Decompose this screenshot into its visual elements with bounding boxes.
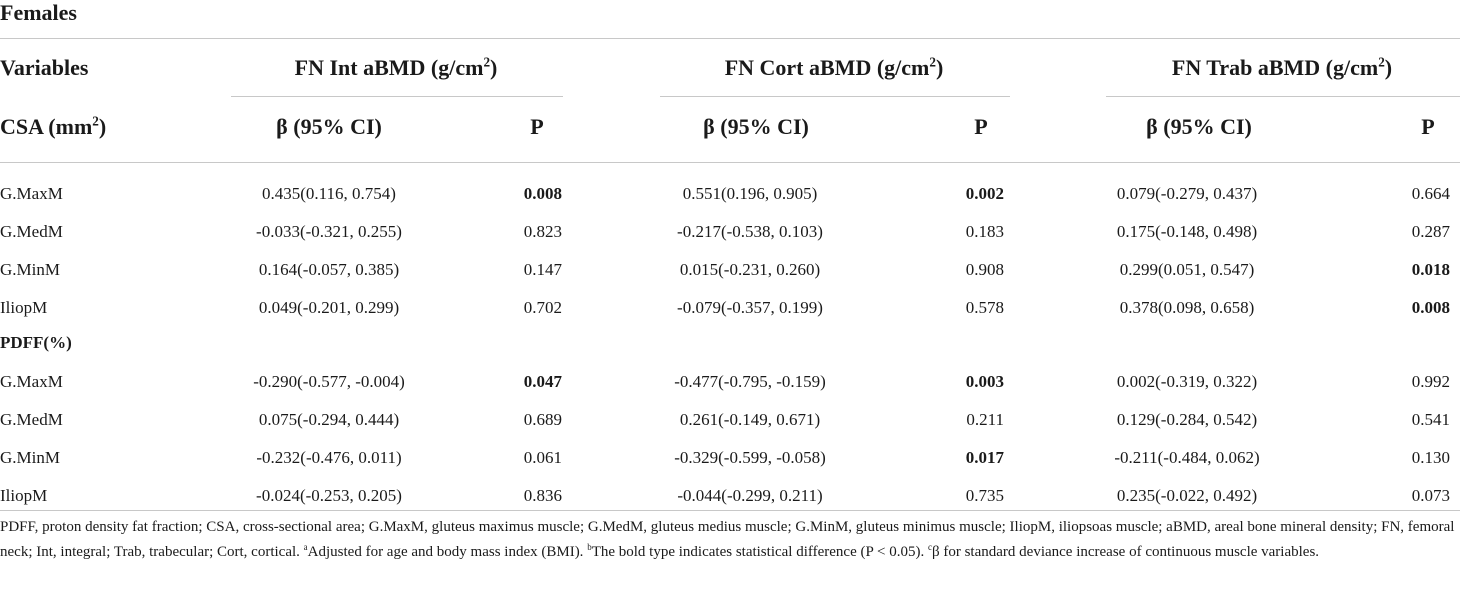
beta-trab-cell: 0.378(0.098, 0.658) [1119,298,1255,317]
table-row: IliopM -0.024(-0.253, 0.205) 0.836 -0.044(-… [0,486,1460,523]
group-rule-trab [1106,96,1460,97]
table-row: G.MedM -0.033(-0.321, 0.255) 0.823 -0.217(-… [0,222,1460,259]
p-int-cell: 0.147 [523,260,562,279]
p-header-trab: P [1421,114,1435,139]
p-trab-cell: 0.287 [1411,222,1450,241]
p-int-cell: 0.061 [523,448,562,467]
p-trab-cell: 0.130 [1411,448,1450,467]
p-header-int: P [530,114,544,139]
table-row: G.MinM -0.232(-0.476, 0.011) 0.061 -0.329(-… [0,448,1460,485]
p-cort-cell: 0.908 [965,260,1004,279]
header-rule [0,162,1460,163]
p-trab-cell: 0.008 [1411,298,1450,317]
pdff-section-label: PDFF(%) [0,333,72,352]
p-trab-cell: 0.664 [1411,184,1450,203]
p-header-cort: P [974,114,988,139]
p-int-cell: 0.047 [523,372,562,391]
group-rule-cort [660,96,1010,97]
p-cort-cell: 0.735 [965,486,1004,505]
fn-trab-abmd-header: FN Trab aBMD (g/cm2) [1171,54,1393,80]
csa-header: CSA (mm2) [0,113,107,139]
table-row: G.MaxM -0.290(-0.577, -0.004) 0.047 -0.477(… [0,372,1460,409]
top-rule [0,38,1460,39]
beta-cort-cell: -0.079(-0.357, 0.199) [677,298,823,317]
beta-int-cell: 0.164(-0.057, 0.385) [258,260,400,279]
beta-int-cell: -0.033(-0.321, 0.255) [256,222,402,241]
row-label: G.MinM [0,260,60,279]
p-cort-cell: 0.211 [966,410,1004,429]
beta-header-trab: β (95% CI) [1146,114,1252,139]
beta-cort-cell: 0.551(0.196, 0.905) [682,184,818,203]
p-cort-cell: 0.003 [965,372,1004,391]
variables-header: Variables [0,55,89,80]
beta-int-cell: -0.232(-0.476, 0.011) [256,448,402,467]
beta-cort-cell: 0.261(-0.149, 0.671) [679,410,821,429]
row-label: G.MedM [0,410,63,429]
row-label: IliopM [0,298,48,317]
beta-cort-cell: 0.015(-0.231, 0.260) [679,260,821,279]
fn-int-abmd-header: FN Int aBMD (g/cm2) [294,54,498,80]
beta-int-cell: -0.024(-0.253, 0.205) [256,486,402,505]
group-rule-int [231,96,563,97]
p-int-cell: 0.689 [523,410,562,429]
beta-cort-cell: -0.217(-0.538, 0.103) [677,222,823,241]
beta-int-cell: 0.435(0.116, 0.754) [262,184,396,203]
beta-trab-cell: 0.002(-0.319, 0.322) [1116,372,1258,391]
p-int-cell: 0.836 [523,486,562,505]
p-trab-cell: 0.992 [1411,372,1450,391]
p-trab-cell: 0.073 [1411,486,1450,505]
beta-trab-cell: -0.211(-0.484, 0.062) [1114,448,1260,467]
p-cort-cell: 0.002 [965,184,1004,203]
row-label: G.MedM [0,222,63,241]
table-row: IliopM 0.049(-0.201, 0.299) 0.702 -0.079(-0… [0,298,1460,335]
row-label: G.MaxM [0,372,63,391]
p-cort-cell: 0.183 [965,222,1004,241]
table-title: Females [0,0,77,25]
beta-trab-cell: 0.129(-0.284, 0.542) [1116,410,1258,429]
beta-int-cell: 0.075(-0.294, 0.444) [258,410,400,429]
table-row: G.MaxM 0.435(0.116, 0.754) 0.008 0.551(0.19… [0,184,1460,221]
p-cort-cell: 0.017 [965,448,1004,467]
p-cort-cell: 0.578 [965,298,1004,317]
p-int-cell: 0.823 [523,222,562,241]
p-trab-cell: 0.018 [1411,260,1450,279]
p-trab-cell: 0.541 [1411,410,1450,429]
beta-int-cell: 0.049(-0.201, 0.299) [258,298,400,317]
beta-trab-cell: 0.235(-0.022, 0.492) [1116,486,1258,505]
row-label: IliopM [0,486,48,505]
table-row: G.MinM 0.164(-0.057, 0.385) 0.147 0.015(-0.… [0,260,1460,297]
row-label: G.MinM [0,448,60,467]
beta-trab-cell: 0.175(-0.148, 0.498) [1116,222,1258,241]
table-footnote: PDFF, proton density fat fraction; CSA, … [0,519,1455,560]
beta-cort-cell: -0.477(-0.795, -0.159) [674,372,826,391]
p-int-cell: 0.702 [523,298,562,317]
beta-header-int: β (95% CI) [276,114,382,139]
beta-header-cort: β (95% CI) [703,114,809,139]
beta-int-cell: -0.290(-0.577, -0.004) [253,372,405,391]
beta-trab-cell: 0.299(0.051, 0.547) [1119,260,1255,279]
bottom-rule [0,510,1460,511]
table-row: G.MedM 0.075(-0.294, 0.444) 0.689 0.261(-0.… [0,410,1460,447]
p-int-cell: 0.008 [523,184,562,203]
beta-cort-cell: -0.044(-0.299, 0.211) [677,486,823,505]
beta-trab-cell: 0.079(-0.279, 0.437) [1116,184,1258,203]
row-label: G.MaxM [0,184,63,203]
fn-cort-abmd-header: FN Cort aBMD (g/cm2) [724,54,944,80]
beta-cort-cell: -0.329(-0.599, -0.058) [674,448,826,467]
